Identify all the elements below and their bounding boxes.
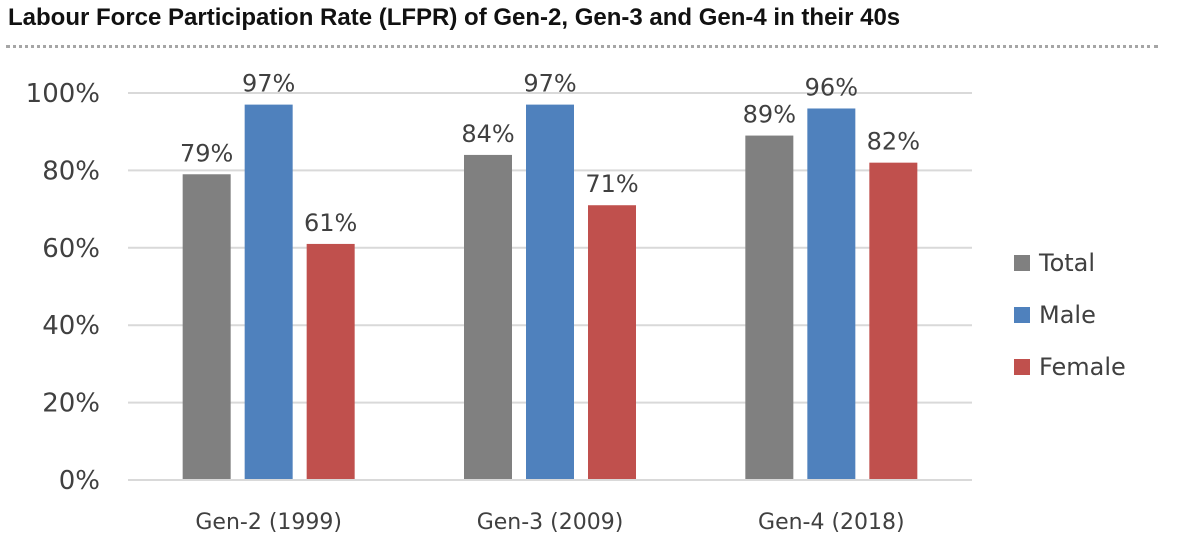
legend-swatch-female bbox=[1014, 359, 1030, 375]
data-label: 61% bbox=[304, 209, 357, 237]
bar-male-1 bbox=[526, 104, 574, 481]
data-label: 96% bbox=[805, 73, 858, 101]
y-tick-label: 40% bbox=[42, 311, 100, 341]
legend-swatch-total bbox=[1014, 255, 1030, 271]
legend-item-male: Male bbox=[1014, 289, 1126, 341]
bar-female-0 bbox=[306, 243, 355, 480]
legend-label-female: Female bbox=[1039, 353, 1126, 381]
y-tick-label: 60% bbox=[42, 234, 100, 264]
chart-title: Labour Force Participation Rate (LFPR) o… bbox=[8, 4, 901, 31]
data-label: 89% bbox=[743, 101, 796, 129]
legend-label-total: Total bbox=[1039, 249, 1096, 277]
bar-male-2 bbox=[807, 108, 856, 480]
title-divider bbox=[6, 45, 1158, 48]
bar-total-1 bbox=[464, 154, 512, 481]
legend-item-female: Female bbox=[1014, 341, 1126, 393]
x-category-label: Gen-3 (2009) bbox=[477, 510, 624, 535]
bar-total-0 bbox=[182, 174, 231, 480]
data-label: 79% bbox=[180, 139, 233, 167]
legend-swatch-male bbox=[1014, 307, 1030, 323]
legend-label-male: Male bbox=[1039, 301, 1096, 329]
x-category-label: Gen-2 (1999) bbox=[195, 510, 342, 535]
y-tick-label: 100% bbox=[26, 79, 100, 109]
chart-legend: Total Male Female bbox=[1014, 237, 1126, 393]
data-label: 71% bbox=[585, 170, 638, 198]
bar-male-0 bbox=[244, 104, 293, 481]
y-tick-label: 20% bbox=[42, 389, 100, 419]
legend-item-total: Total bbox=[1014, 237, 1126, 289]
data-label: 97% bbox=[242, 70, 295, 98]
y-tick-label: 0% bbox=[59, 466, 100, 496]
bar-total-2 bbox=[745, 135, 794, 480]
x-category-label: Gen-4 (2018) bbox=[758, 510, 905, 535]
data-label: 97% bbox=[523, 70, 576, 98]
bar-female-1 bbox=[588, 205, 636, 481]
data-label: 82% bbox=[867, 128, 920, 156]
bar-female-2 bbox=[869, 162, 918, 480]
data-label: 84% bbox=[461, 120, 514, 148]
y-tick-label: 80% bbox=[42, 156, 100, 186]
